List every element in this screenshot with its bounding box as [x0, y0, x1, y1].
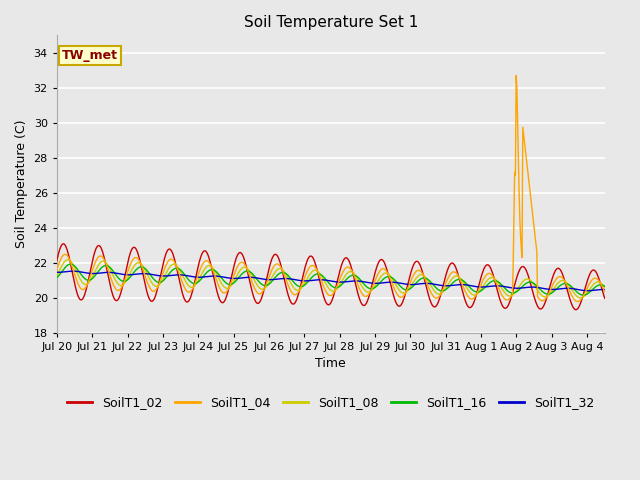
SoilT1_02 [447, 261, 454, 267]
SoilT1_32 [601, 287, 609, 292]
Line: SoilT1_02: SoilT1_02 [57, 244, 605, 310]
SoilT1_32 [69, 268, 77, 274]
SoilT1_08 [64, 257, 72, 263]
SoilT1_04 [55, 260, 63, 266]
SoilT1_16 [55, 273, 63, 278]
SoilT1_16 [601, 283, 609, 289]
SoilT1_16 [308, 275, 316, 280]
SoilT1_04 [307, 263, 315, 269]
SoilT1_32 [584, 288, 591, 294]
Title: Soil Temperature Set 1: Soil Temperature Set 1 [244, 15, 418, 30]
SoilT1_04 [573, 299, 581, 304]
SoilT1_08 [447, 278, 454, 284]
SoilT1_08 [460, 280, 468, 286]
SoilT1_08 [308, 269, 316, 275]
SoilT1_04 [53, 267, 61, 273]
SoilT1_16 [447, 282, 454, 288]
SoilT1_04 [130, 256, 138, 262]
SoilT1_08 [577, 295, 584, 301]
Y-axis label: Soil Temperature (C): Soil Temperature (C) [15, 120, 28, 248]
SoilT1_32 [287, 276, 295, 282]
SoilT1_08 [131, 263, 138, 269]
SoilT1_32 [308, 277, 316, 283]
SoilT1_02 [572, 307, 580, 312]
SoilT1_08 [601, 284, 609, 290]
SoilT1_04 [460, 284, 467, 289]
Line: SoilT1_16: SoilT1_16 [57, 264, 605, 295]
SoilT1_04 [512, 72, 520, 78]
SoilT1_02 [55, 249, 63, 254]
SoilT1_02 [60, 241, 67, 247]
Legend: SoilT1_02, SoilT1_04, SoilT1_08, SoilT1_16, SoilT1_32: SoilT1_02, SoilT1_04, SoilT1_08, SoilT1_… [62, 391, 599, 414]
Line: SoilT1_08: SoilT1_08 [57, 260, 605, 298]
SoilT1_04 [287, 288, 294, 293]
X-axis label: Time: Time [316, 357, 346, 370]
SoilT1_02 [460, 293, 468, 299]
SoilT1_02 [287, 300, 295, 306]
SoilT1_04 [601, 289, 609, 295]
SoilT1_16 [131, 269, 138, 275]
SoilT1_16 [579, 292, 587, 298]
SoilT1_32 [131, 272, 138, 277]
SoilT1_32 [55, 269, 63, 275]
SoilT1_04 [446, 272, 454, 278]
SoilT1_02 [131, 244, 138, 250]
SoilT1_02 [601, 295, 609, 301]
Line: SoilT1_32: SoilT1_32 [57, 271, 605, 291]
SoilT1_02 [53, 258, 61, 264]
SoilT1_08 [53, 273, 61, 279]
SoilT1_32 [53, 269, 61, 275]
SoilT1_32 [460, 282, 468, 288]
SoilT1_16 [287, 276, 295, 282]
Line: SoilT1_04: SoilT1_04 [57, 75, 605, 301]
SoilT1_08 [287, 281, 295, 287]
SoilT1_16 [67, 261, 75, 267]
SoilT1_16 [460, 278, 468, 284]
SoilT1_02 [308, 254, 316, 260]
SoilT1_08 [55, 269, 63, 275]
Text: TW_met: TW_met [62, 48, 118, 62]
SoilT1_32 [447, 283, 454, 288]
SoilT1_16 [53, 275, 61, 280]
